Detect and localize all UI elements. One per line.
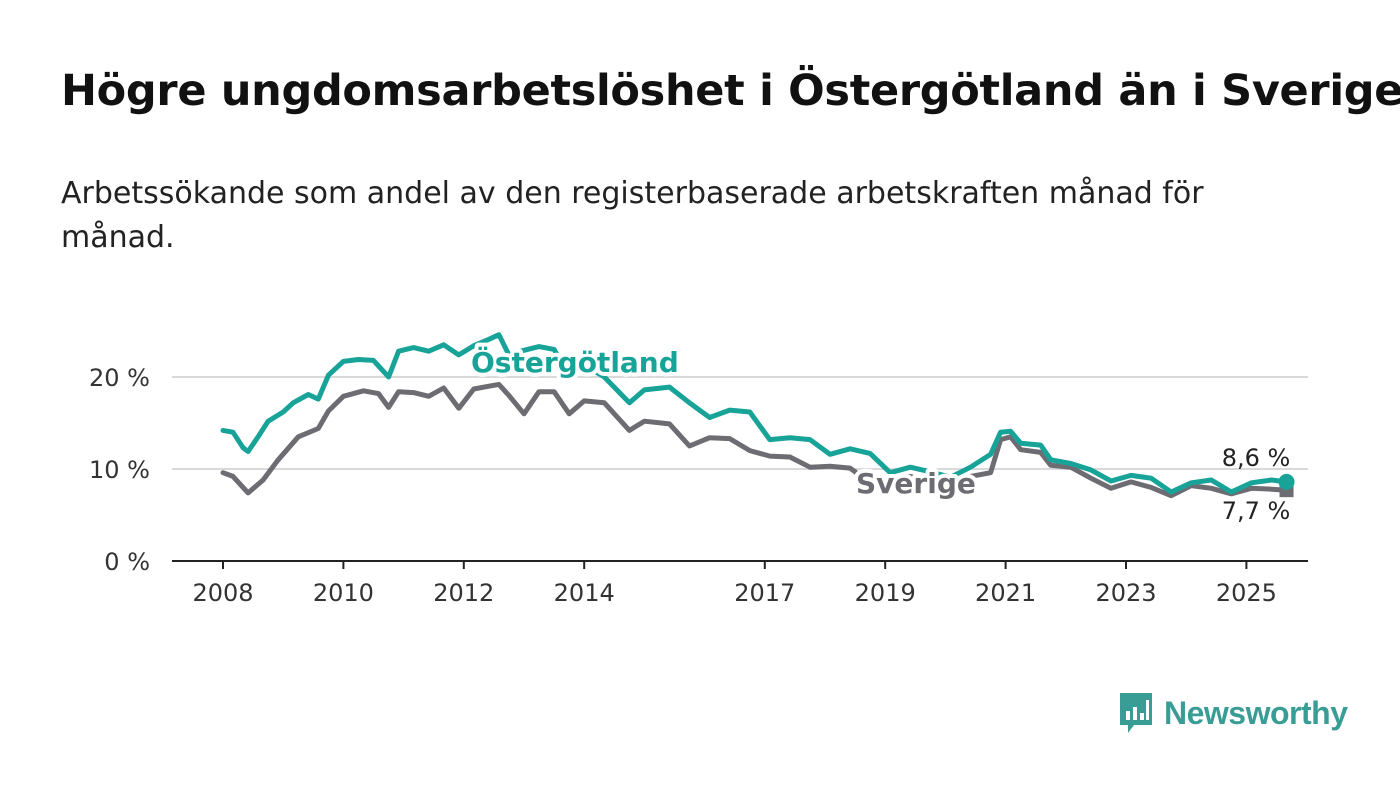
series-line-sverige <box>220 381 1289 499</box>
y-tick-label: 0 % <box>104 548 150 576</box>
series-lines <box>220 332 1295 499</box>
x-axis-ticks: 2008 2010 2012 2014 2017 2019 2021 2023 2025 <box>192 561 1277 607</box>
series-labels: Östergötland Sverige 8,6 % 7,7 % <box>467 341 1291 525</box>
y-axis-ticks: 0 % 10 % 20 % <box>89 364 150 576</box>
x-tick-label: 2014 <box>554 579 615 607</box>
y-tick-label: 20 % <box>89 364 150 392</box>
x-tick-label: 2012 <box>433 579 494 607</box>
brand-name: Newsworthy <box>1164 694 1348 731</box>
newsworthy-logo: Newsworthy <box>1118 690 1348 736</box>
x-tick-label: 2008 <box>192 579 253 607</box>
x-tick-label: 2017 <box>734 579 795 607</box>
x-tick-label: 2019 <box>855 579 916 607</box>
end-value-ostergotland: 8,6 % <box>1222 444 1291 472</box>
series-label-ostergotland: Östergötland <box>471 345 679 379</box>
bar-chart-speech-bubble-icon <box>1120 693 1152 733</box>
end-marker-ostergotland <box>1278 473 1295 490</box>
gridlines <box>172 376 1308 470</box>
y-tick-label: 10 % <box>89 456 150 484</box>
x-tick-label: 2023 <box>1095 579 1156 607</box>
x-tick-label: 2025 <box>1216 579 1277 607</box>
x-tick-label: 2010 <box>313 579 374 607</box>
series-label-sverige: Sverige <box>856 467 976 500</box>
series-line-ostergotland <box>220 332 1289 495</box>
page-title: Högre ungdomsarbetslöshet i Östergötland… <box>61 66 1400 116</box>
end-value-sverige: 7,7 % <box>1222 497 1291 525</box>
page-subtitle: Arbetssökande som andel av den registerb… <box>61 176 1204 255</box>
x-tick-label: 2021 <box>975 579 1036 607</box>
